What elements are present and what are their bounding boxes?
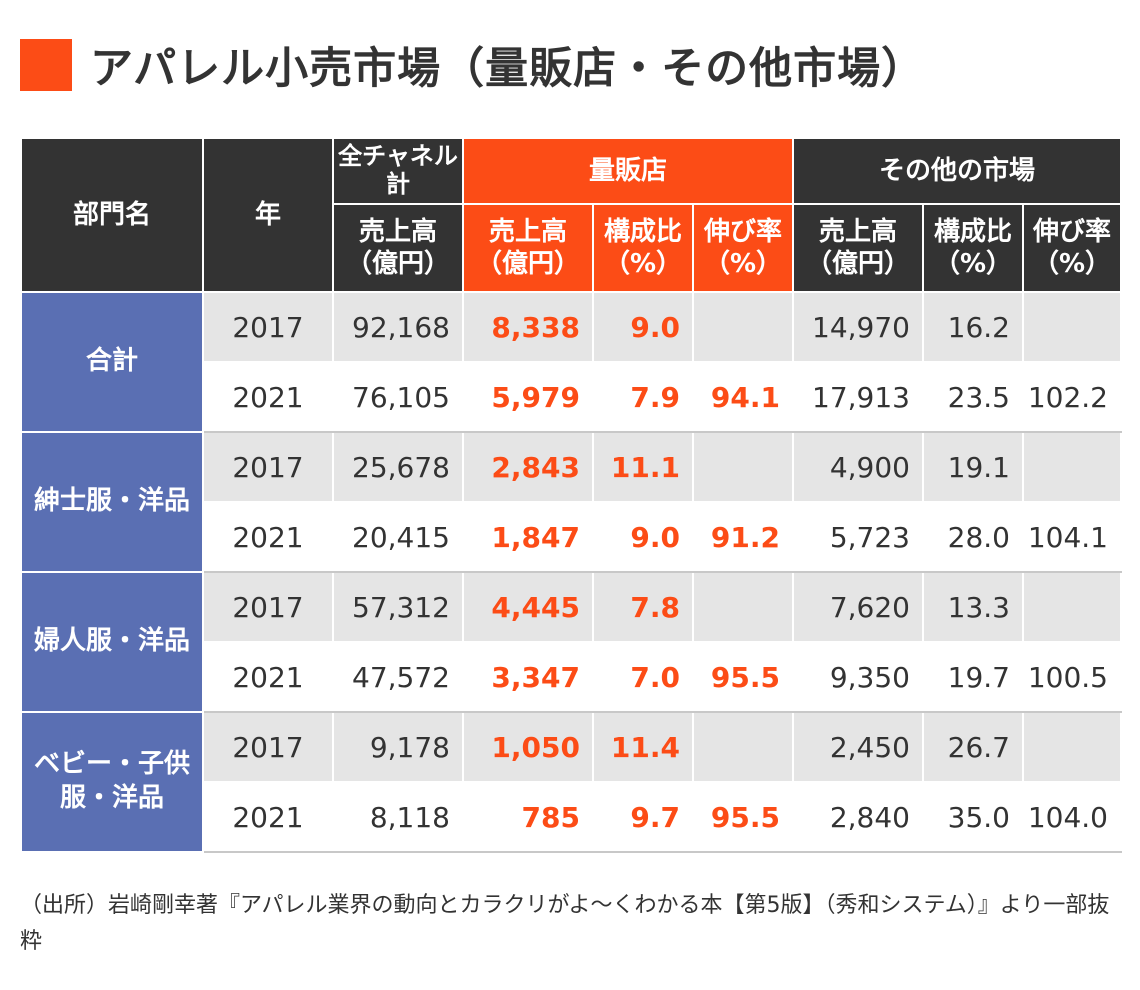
cell-other-growth <box>1022 291 1122 363</box>
cell-mass-sales: 785 <box>462 781 594 853</box>
header-all-channels-label: 全チャネル計 <box>338 142 458 198</box>
cell-year: 2021 <box>202 361 334 433</box>
cell-mass-sales: 8,338 <box>462 291 594 363</box>
cell-mass-sales: 3,347 <box>462 641 594 713</box>
cell-total: 47,572 <box>332 641 464 713</box>
data-table: 部門名 年 全チャネル計 量販店 その他の市場 売上高（億円） 売上高（億円） … <box>20 137 1122 853</box>
cell-year: 2017 <box>202 571 334 643</box>
table-row: 2021 8,118 785 9.7 95.5 2,840 35.0 104.0 <box>21 781 1122 853</box>
cell-mass-share: 7.8 <box>592 571 694 643</box>
cell-total: 57,312 <box>332 571 464 643</box>
category-cell: 婦人服・洋品 <box>20 571 204 713</box>
cell-other-sales: 14,970 <box>792 291 924 363</box>
cell-mass-sales: 2,843 <box>462 431 594 503</box>
cell-year: 2021 <box>202 781 334 853</box>
cell-mass-share: 11.4 <box>592 711 694 783</box>
cell-other-sales: 5,723 <box>792 501 924 573</box>
title-marker <box>20 39 72 91</box>
cell-mass-share: 9.7 <box>592 781 694 853</box>
cell-other-share: 28.0 <box>922 501 1024 573</box>
cell-total: 8,118 <box>332 781 464 853</box>
table-row: 2021 47,572 3,347 7.0 95.5 9,350 19.7 100.5 <box>21 641 1122 713</box>
cell-mass-share: 7.0 <box>592 641 694 713</box>
header-all-channels: 全チャネル計 <box>332 137 464 205</box>
table-row: 2021 76,105 5,979 7.9 94.1 17,913 23.5 102.2 <box>21 361 1122 433</box>
cell-mass-share: 11.1 <box>592 431 694 503</box>
cell-mass-sales: 5,979 <box>462 361 594 433</box>
cell-mass-growth <box>692 711 794 783</box>
cell-other-share: 19.1 <box>922 431 1024 503</box>
table-row: 婦人服・洋品 2017 57,312 4,445 7.8 7,620 13.3 <box>20 571 1122 713</box>
header-other-growth: 伸び率（%） <box>1022 203 1122 293</box>
cell-year: 2017 <box>202 711 334 783</box>
table-row: 2021 20,415 1,847 9.0 91.2 5,723 28.0 104.1 <box>21 501 1122 573</box>
cell-mass-growth <box>692 291 794 363</box>
cell-mass-share: 7.9 <box>592 361 694 433</box>
cell-other-share: 13.3 <box>922 571 1024 643</box>
header-dept: 部門名 <box>20 137 204 293</box>
cell-year: 2021 <box>202 641 334 713</box>
cell-other-sales: 17,913 <box>792 361 924 433</box>
page-title: アパレル小売市場（量販店・その他市場） <box>90 44 926 94</box>
cell-other-share: 26.7 <box>922 711 1024 783</box>
table-row: 合計 2017 92,168 8,338 9.0 14,970 16.2 <box>20 291 1122 433</box>
category-cell: 合計 <box>20 291 204 433</box>
table-row: ベビー・子供服・洋品 2017 9,178 1,050 11.4 2,450 26.7 <box>20 711 1122 853</box>
header-mass-share: 構成比（%） <box>592 203 694 293</box>
cell-mass-share: 9.0 <box>592 291 694 363</box>
cell-mass-growth: 94.1 <box>692 361 794 433</box>
cell-mass-growth: 95.5 <box>692 641 794 713</box>
cell-other-sales: 2,450 <box>792 711 924 783</box>
cell-other-sales: 4,900 <box>792 431 924 503</box>
cell-mass-growth <box>692 571 794 643</box>
header-other-sales: 売上高（億円） <box>792 203 924 293</box>
cell-mass-growth <box>692 431 794 503</box>
source-note: （出所）岩崎剛幸著『アパレル業界の動向とカラクリがよ～くわかる本【第5版】（秀和… <box>20 893 1110 954</box>
cell-mass-growth: 91.2 <box>692 501 794 573</box>
header-mass-growth: 伸び率（%） <box>692 203 794 293</box>
cell-mass-sales: 1,847 <box>462 501 594 573</box>
cell-total: 25,678 <box>332 431 464 503</box>
cell-total: 92,168 <box>332 291 464 363</box>
cell-mass-share: 9.0 <box>592 501 694 573</box>
cell-other-growth: 104.1 <box>1022 501 1122 573</box>
cell-year: 2021 <box>202 501 334 573</box>
title-block: アパレル小売市場（量販店・その他市場） <box>20 30 925 100</box>
cell-other-growth <box>1022 711 1122 783</box>
cell-other-growth <box>1022 571 1122 643</box>
cell-other-sales: 2,840 <box>792 781 924 853</box>
cell-other-growth: 102.2 <box>1022 361 1122 433</box>
header-mass: 量販店 <box>462 137 794 205</box>
header-other: その他の市場 <box>792 137 1122 205</box>
table-body: 合計 2017 92,168 8,338 9.0 14,970 16.2 2021 76,105… <box>20 291 1122 853</box>
header-total-sales: 売上高（億円） <box>332 203 464 293</box>
cell-other-sales: 9,350 <box>792 641 924 713</box>
cell-other-share: 19.7 <box>922 641 1024 713</box>
table-row: 紳士服・洋品 2017 25,678 2,843 11.1 4,900 19.1 <box>20 431 1122 573</box>
cell-year: 2017 <box>202 291 334 363</box>
cell-other-share: 23.5 <box>922 361 1024 433</box>
cell-other-sales: 7,620 <box>792 571 924 643</box>
header-other-share: 構成比（%） <box>922 203 1024 293</box>
cell-mass-growth: 95.5 <box>692 781 794 853</box>
cell-mass-sales: 1,050 <box>462 711 594 783</box>
cell-mass-sales: 4,445 <box>462 571 594 643</box>
cell-total: 76,105 <box>332 361 464 433</box>
cell-other-share: 35.0 <box>922 781 1024 853</box>
header-mass-sales: 売上高（億円） <box>462 203 594 293</box>
header-year: 年 <box>202 137 334 293</box>
category-cell: 紳士服・洋品 <box>20 431 204 573</box>
cell-other-growth: 104.0 <box>1022 781 1122 853</box>
cell-total: 9,178 <box>332 711 464 783</box>
cell-other-growth: 100.5 <box>1022 641 1122 713</box>
cell-other-growth <box>1022 431 1122 503</box>
category-cell: ベビー・子供服・洋品 <box>20 711 204 853</box>
cell-year: 2017 <box>202 431 334 503</box>
cell-other-share: 16.2 <box>922 291 1024 363</box>
cell-total: 20,415 <box>332 501 464 573</box>
